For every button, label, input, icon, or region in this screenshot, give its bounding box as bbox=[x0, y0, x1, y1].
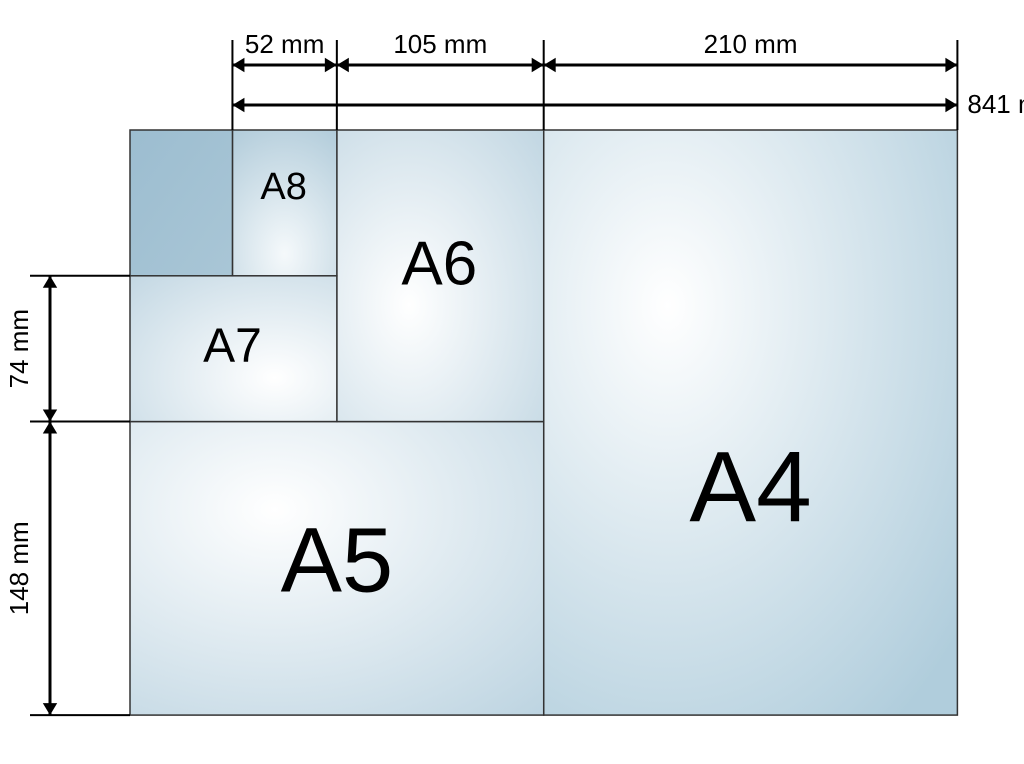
paper-blank bbox=[130, 130, 232, 276]
paper-label-a4: A4 bbox=[689, 431, 811, 543]
dim-top-label-2: 210 mm bbox=[704, 29, 798, 59]
paper-label-a8: A8 bbox=[260, 166, 306, 208]
paper-label-a6: A6 bbox=[401, 229, 477, 298]
dim-top-label-1: 105 mm bbox=[393, 29, 487, 59]
paper-a4 bbox=[544, 130, 958, 715]
paper-label-a7: A7 bbox=[203, 319, 262, 372]
paper-label-a5: A5 bbox=[281, 510, 394, 612]
paper-size-diagram: A4 A5 A6 A7 A8 52 mm 105 mm 210 mm 841 mm 74 mm 1… bbox=[0, 0, 1024, 764]
dim-top-label-3: 841 mm bbox=[967, 89, 1024, 119]
dim-left-label-0: 74 mm bbox=[4, 309, 34, 388]
dim-left-label-1: 148 mm bbox=[4, 521, 34, 615]
dim-top-label-0: 52 mm bbox=[245, 29, 324, 59]
